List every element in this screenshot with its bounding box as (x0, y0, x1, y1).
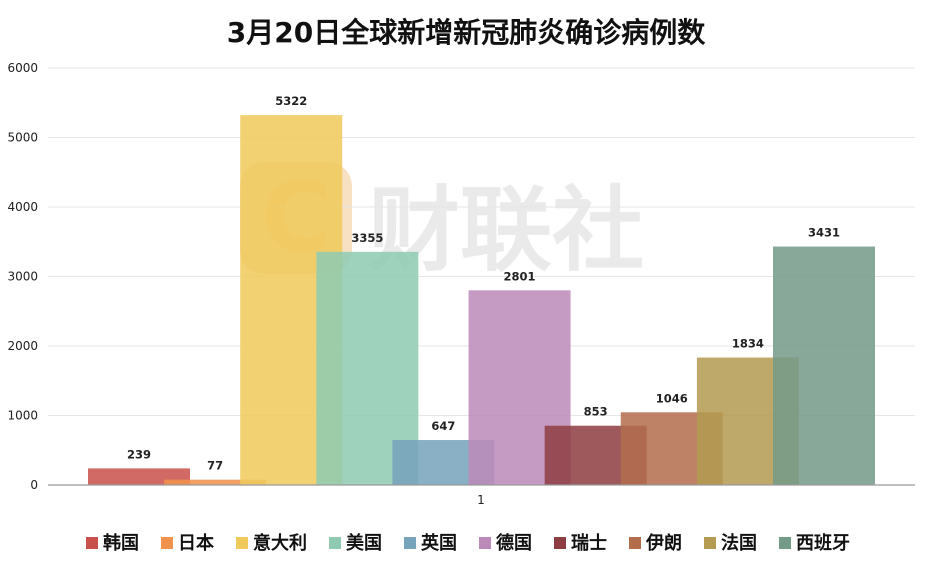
data-label: 2801 (504, 269, 536, 283)
data-label: 77 (207, 459, 223, 473)
legend-swatch (329, 537, 341, 549)
legend-label: 西班牙 (796, 533, 850, 554)
y-tick-label: 4000 (7, 200, 38, 214)
legend-label: 伊朗 (645, 532, 682, 554)
legend-swatch (554, 537, 566, 549)
legend-swatch (629, 537, 641, 549)
bar (773, 246, 875, 485)
legend-label: 法国 (721, 532, 757, 554)
x-tick-label: 1 (477, 493, 485, 507)
legend-label: 韩国 (103, 532, 139, 554)
y-tick-label: 6000 (7, 61, 38, 75)
data-label: 1834 (732, 337, 764, 351)
bar (164, 479, 267, 485)
data-labels: 239 77 5322 3355 647 2801 853 1046 1834 3431 (127, 94, 840, 473)
chart-title: 3月20日全球新增新冠肺炎确诊病例数 (227, 16, 706, 49)
y-tick-label: 2000 (7, 339, 38, 353)
bars (88, 115, 875, 485)
y-tick-label: 0 (30, 478, 38, 492)
legend-swatch (479, 537, 491, 549)
legend-label: 美国 (346, 532, 382, 554)
legend-label: 瑞士 (571, 533, 607, 554)
y-tick-label: 3000 (7, 270, 38, 284)
legend-swatch (236, 537, 248, 549)
legend-label: 德国 (496, 532, 532, 554)
data-label: 853 (584, 405, 608, 419)
legend-swatch (86, 537, 98, 549)
legend-swatch (779, 537, 791, 549)
data-label: 647 (431, 419, 455, 433)
legend-label: 意大利 (253, 532, 307, 554)
data-label: 3431 (808, 226, 840, 240)
y-tick-label: 5000 (7, 131, 38, 145)
y-tick-label: 1000 (7, 409, 38, 423)
legend: 韩国 日本 意大利 美国 英国 德国 瑞士 伊朗 法国 西班牙 (86, 532, 850, 554)
legend-label: 日本 (178, 532, 214, 554)
legend-swatch (704, 537, 716, 549)
data-label: 239 (127, 447, 151, 461)
y-axis: 0 1000 2000 3000 4000 5000 6000 (7, 61, 38, 492)
legend-swatch (161, 537, 173, 549)
legend-label: 英国 (420, 532, 457, 554)
data-label: 1046 (656, 391, 688, 405)
legend-swatch (404, 537, 416, 549)
data-label: 3355 (351, 231, 383, 245)
data-label: 5322 (275, 94, 307, 108)
